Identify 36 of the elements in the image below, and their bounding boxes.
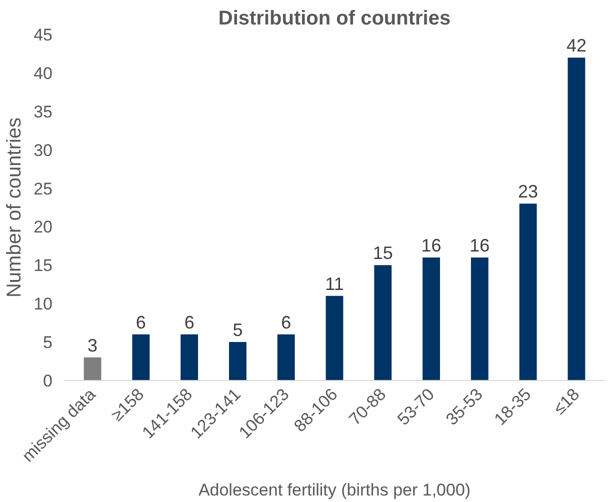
data-label: 15 (372, 243, 393, 264)
bar (277, 334, 295, 380)
y-tick-label: 0 (43, 372, 53, 390)
y-tick-label: 35 (34, 102, 53, 122)
bar (470, 257, 488, 380)
chart-title: Distribution of countries (218, 8, 451, 30)
bar (132, 334, 150, 380)
data-label: 6 (184, 312, 194, 332)
x-tick-label: ≤18 (550, 384, 584, 418)
y-axis-title: Number of countries (4, 117, 26, 298)
y-tick-label: 30 (34, 140, 53, 160)
y-tick-label: 20 (34, 218, 53, 237)
y-tick-label: 25 (34, 179, 53, 198)
data-label: 42 (566, 36, 586, 56)
data-label: 6 (136, 312, 146, 332)
data-label: 16 (421, 235, 442, 256)
bar (374, 265, 392, 380)
bar (519, 204, 537, 380)
data-label: 16 (470, 235, 490, 256)
bar (422, 257, 440, 380)
data-label: 11 (325, 274, 344, 294)
data-label: 3 (88, 335, 98, 356)
bar (84, 357, 102, 380)
y-tick-label: 40 (34, 64, 53, 83)
data-label: 6 (281, 312, 292, 332)
y-tick-label: 15 (34, 256, 53, 276)
data-label: 23 (518, 182, 538, 202)
y-tick-label: 45 (34, 26, 53, 44)
x-axis-title: Adolescent fertility (births per 1,000) (198, 480, 471, 500)
y-tick-label: 5 (43, 333, 53, 352)
bar (229, 342, 246, 380)
bar (326, 296, 344, 380)
bar (180, 334, 198, 380)
data-label: 5 (232, 320, 243, 340)
bar (568, 58, 586, 380)
y-tick-label: 10 (34, 294, 53, 314)
